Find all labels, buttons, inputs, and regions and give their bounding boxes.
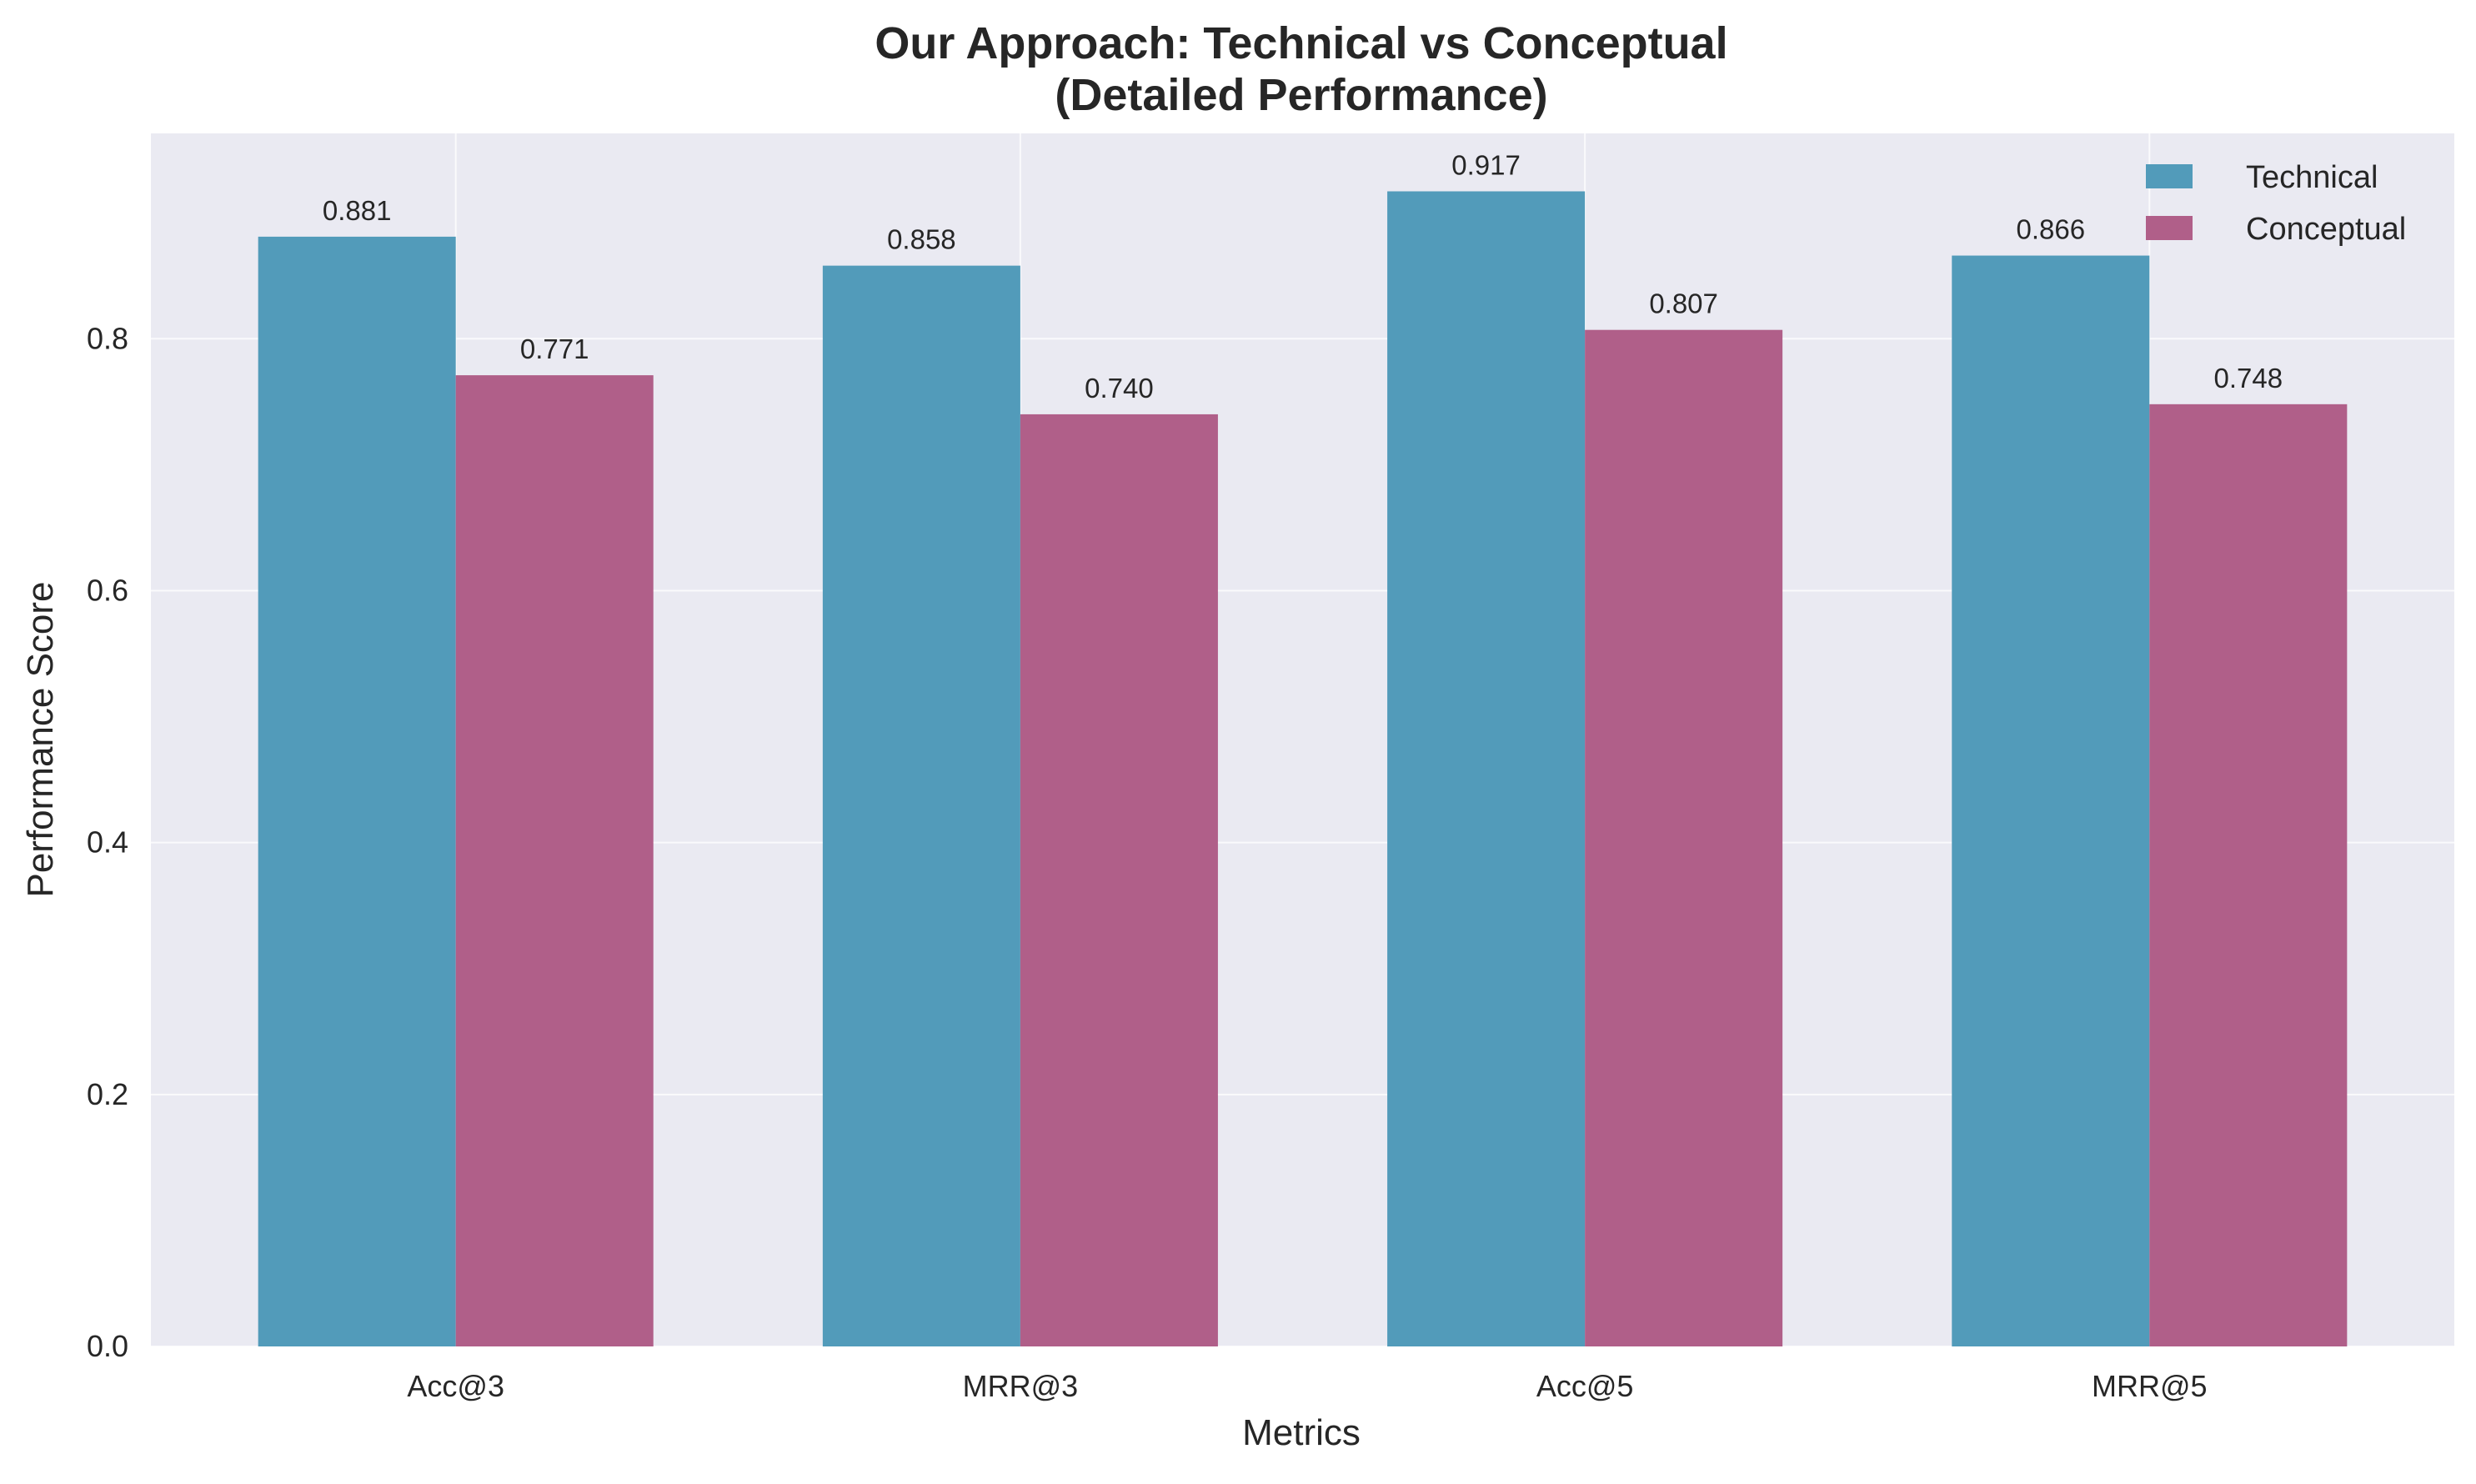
bar-technical-acc-3 bbox=[258, 236, 456, 1347]
x-tick-label: Acc@5 bbox=[1536, 1369, 1634, 1403]
x-axis-ticks: Acc@3 MRR@3 Acc@5 MRR@5 bbox=[407, 1369, 2207, 1403]
bar-value-label: 0.858 bbox=[887, 224, 956, 255]
x-axis-label: Metrics bbox=[1242, 1412, 1361, 1453]
bar-value-label: 0.748 bbox=[2214, 363, 2283, 394]
x-tick-label: MRR@5 bbox=[2092, 1369, 2208, 1403]
legend-label-conceptual: Conceptual bbox=[2246, 212, 2406, 247]
bar-conceptual-acc-5 bbox=[1585, 329, 1783, 1346]
bar-value-label: 0.807 bbox=[1649, 288, 1718, 319]
legend-swatch-conceptual bbox=[2146, 216, 2193, 240]
bar-technical-mrr-5 bbox=[1952, 255, 2150, 1346]
y-tick-label: 0.6 bbox=[87, 573, 128, 607]
y-axis-label: Performance Score bbox=[20, 581, 61, 897]
y-tick-label: 0.2 bbox=[87, 1077, 128, 1111]
x-tick-label: MRR@3 bbox=[963, 1369, 1079, 1403]
x-tick-label: Acc@3 bbox=[407, 1369, 504, 1403]
bar-value-label: 0.881 bbox=[323, 195, 392, 226]
legend-label-technical: Technical bbox=[2246, 160, 2378, 195]
bar-technical-mrr-3 bbox=[822, 265, 1020, 1346]
bar-technical-acc-5 bbox=[1387, 191, 1586, 1346]
y-tick-label: 0.4 bbox=[87, 825, 128, 860]
bar-value-label: 0.866 bbox=[2017, 214, 2086, 245]
legend: Technical Conceptual bbox=[2146, 160, 2406, 247]
bar-value-label: 0.740 bbox=[1085, 373, 1154, 404]
bar-conceptual-mrr-5 bbox=[2149, 404, 2348, 1346]
y-tick-label: 0.0 bbox=[87, 1329, 128, 1363]
chart-title-line-2: (Detailed Performance) bbox=[1055, 70, 1547, 120]
bar-value-labels: 0.881 0.858 0.917 0.866 0.771 0.740 0.807 0.748 bbox=[323, 150, 2283, 404]
bars bbox=[258, 191, 2348, 1347]
bar-value-label: 0.917 bbox=[1451, 150, 1521, 181]
bar-conceptual-acc-3 bbox=[455, 375, 654, 1346]
chart-title-line-1: Our Approach: Technical vs Conceptual bbox=[875, 18, 1727, 68]
bar-conceptual-mrr-3 bbox=[1020, 414, 1218, 1347]
y-tick-label: 0.8 bbox=[87, 321, 128, 355]
y-axis-ticks: 0.0 0.2 0.4 0.6 0.8 bbox=[87, 321, 128, 1363]
legend-swatch-technical bbox=[2146, 164, 2193, 188]
bar-value-label: 0.771 bbox=[520, 333, 589, 364]
